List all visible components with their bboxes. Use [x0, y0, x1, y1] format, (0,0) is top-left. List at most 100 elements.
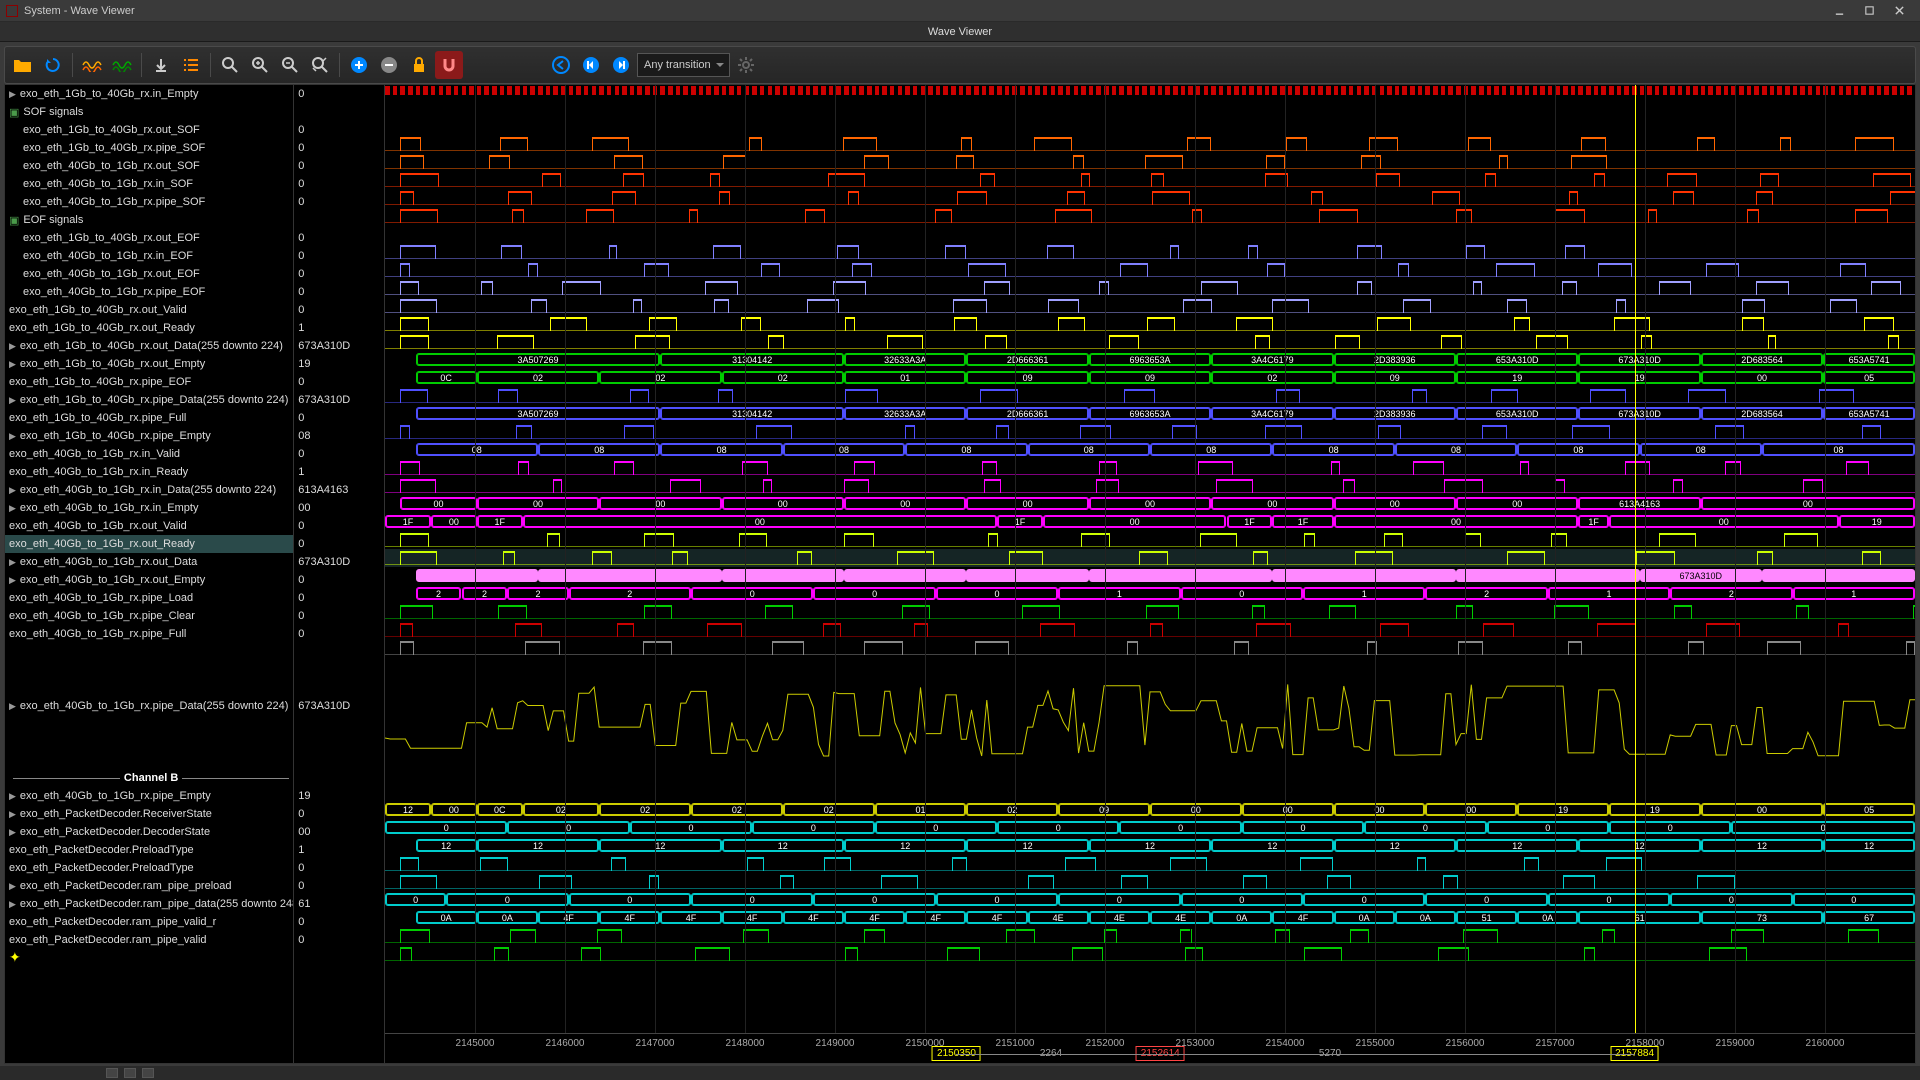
- waveform-row[interactable]: 12121212121212121212121212: [385, 837, 1915, 855]
- time-cursor[interactable]: [1635, 85, 1636, 1033]
- waveform-row[interactable]: [385, 189, 1915, 207]
- waveform-row[interactable]: [385, 927, 1915, 945]
- zoom-fit-button[interactable]: [306, 51, 334, 79]
- close-button[interactable]: [1884, 2, 1914, 20]
- zoom-out-button[interactable]: [276, 51, 304, 79]
- signal-row[interactable]: exo_eth_1Gb_to_40Gb_rx.out_EOF: [5, 229, 293, 247]
- waveform-row[interactable]: [385, 135, 1915, 153]
- waveform-row[interactable]: [385, 603, 1915, 621]
- signal-row[interactable]: exo_eth_1Gb_to_40Gb_rx.pipe_SOF: [5, 139, 293, 157]
- waveform-row[interactable]: [385, 261, 1915, 279]
- waveform-row[interactable]: 000000000000: [385, 819, 1915, 837]
- waveform-row[interactable]: [385, 153, 1915, 171]
- save-button[interactable]: [147, 51, 175, 79]
- waveform-row[interactable]: [385, 423, 1915, 441]
- signal-row[interactable]: exo_eth_PacketDecoder.ram_pipe_valid: [5, 931, 293, 949]
- signal-row[interactable]: exo_eth_1Gb_to_40Gb_rx.pipe_EOF: [5, 373, 293, 391]
- signal-row[interactable]: exo_eth_40Gb_to_1Gb_rx.pipe_Load: [5, 589, 293, 607]
- waveform-row[interactable]: 12000C020202020102090000000019190005: [385, 801, 1915, 819]
- signal-row[interactable]: ▶exo_eth_1Gb_to_40Gb_rx.pipe_Data(255 do…: [5, 391, 293, 409]
- waveform-row[interactable]: 0A0A4F4F4F4F4F4F4F4F4E4E4E0A4F0A0A510A61…: [385, 909, 1915, 927]
- signal-row[interactable]: exo_eth_1Gb_to_40Gb_rx.out_SOF: [5, 121, 293, 139]
- waveform-row[interactable]: 0000000000000: [385, 891, 1915, 909]
- signal-row[interactable]: exo_eth_40Gb_to_1Gb_rx.pipe_Clear: [5, 607, 293, 625]
- waveform-row[interactable]: 1F001F001F001F1F001F0019: [385, 513, 1915, 531]
- signal-names-column[interactable]: ▶exo_eth_1Gb_to_40Gb_rx.in_Empty▣SOF sig…: [5, 85, 294, 1063]
- signal-row[interactable]: ▶exo_eth_40Gb_to_1Gb_rx.out_Empty: [5, 571, 293, 589]
- waveform-row[interactable]: [385, 621, 1915, 639]
- waveform-row[interactable]: [385, 873, 1915, 891]
- minimize-button[interactable]: [1824, 2, 1854, 20]
- signal-row[interactable]: exo_eth_40Gb_to_1Gb_rx.pipe_SOF: [5, 193, 293, 211]
- remove-button[interactable]: [375, 51, 403, 79]
- waveform-row[interactable]: 22220001012121: [385, 585, 1915, 603]
- skip-next-button[interactable]: [607, 51, 635, 79]
- signal-row[interactable]: exo_eth_40Gb_to_1Gb_rx.out_Valid: [5, 517, 293, 535]
- signal-row[interactable]: exo_eth_PacketDecoder.PreloadType: [5, 841, 293, 859]
- signal-row[interactable]: ▶exo_eth_1Gb_to_40Gb_rx.pipe_Empty: [5, 427, 293, 445]
- zoom-in-button[interactable]: [246, 51, 274, 79]
- signal-row[interactable]: exo_eth_40Gb_to_1Gb_rx.pipe_Full: [5, 625, 293, 643]
- waveform-row[interactable]: [385, 639, 1915, 657]
- waveform-row[interactable]: [385, 765, 1915, 783]
- signal-row[interactable]: exo_eth_1Gb_to_40Gb_rx.out_Valid: [5, 301, 293, 319]
- waveform-row[interactable]: [385, 675, 1915, 765]
- waveform-row[interactable]: [385, 315, 1915, 333]
- waveform-row[interactable]: [385, 549, 1915, 567]
- waveform-row[interactable]: 0C020202010909020919190005: [385, 369, 1915, 387]
- waveform-row[interactable]: [385, 945, 1915, 963]
- signal-row[interactable]: exo_eth_1Gb_to_40Gb_rx.out_Ready: [5, 319, 293, 337]
- signal-row[interactable]: exo_eth_1Gb_to_40Gb_rx.pipe_Full: [5, 409, 293, 427]
- waveform-row[interactable]: [385, 477, 1915, 495]
- signal-row[interactable]: exo_eth_40Gb_to_1Gb_rx.out_EOF: [5, 265, 293, 283]
- waveform-row[interactable]: [385, 117, 1915, 135]
- wave-style-1-button[interactable]: [78, 51, 106, 79]
- signal-row[interactable]: [5, 643, 293, 661]
- signal-row[interactable]: ▶exo_eth_PacketDecoder.DecoderState: [5, 823, 293, 841]
- lock-button[interactable]: [405, 51, 433, 79]
- skip-prev-button[interactable]: [577, 51, 605, 79]
- signal-row[interactable]: exo_eth_PacketDecoder.ram_pipe_valid_r: [5, 913, 293, 931]
- waveform-row[interactable]: [385, 387, 1915, 405]
- list-button[interactable]: [177, 51, 205, 79]
- waveform-row[interactable]: [385, 279, 1915, 297]
- signal-row[interactable]: exo_eth_40Gb_to_1Gb_rx.out_Ready: [5, 535, 293, 553]
- add-button[interactable]: [345, 51, 373, 79]
- signal-row[interactable]: ▶exo_eth_PacketDecoder.ReceiverState: [5, 805, 293, 823]
- waveform-row[interactable]: [385, 333, 1915, 351]
- signal-row[interactable]: ▶exo_eth_40Gb_to_1Gb_rx.in_Data(255 down…: [5, 481, 293, 499]
- signal-row[interactable]: ▣SOF signals: [5, 103, 293, 121]
- waveform-row[interactable]: 673A310D: [385, 567, 1915, 585]
- waveform-row[interactable]: [385, 459, 1915, 477]
- signal-row[interactable]: exo_eth_40Gb_to_1Gb_rx.in_Valid: [5, 445, 293, 463]
- signal-row[interactable]: exo_eth_40Gb_to_1Gb_rx.out_SOF: [5, 157, 293, 175]
- signal-row[interactable]: ▶exo_eth_1Gb_to_40Gb_rx.out_Empty: [5, 355, 293, 373]
- waveform-row[interactable]: 080808080808080808080808: [385, 441, 1915, 459]
- open-button[interactable]: [9, 51, 37, 79]
- signal-row[interactable]: ▶exo_eth_PacketDecoder.ram_pipe_preload: [5, 877, 293, 895]
- waveform-row[interactable]: 3A5072693130414232633A3A2D6663616963653A…: [385, 405, 1915, 423]
- signal-row[interactable]: ▶exo_eth_PacketDecoder.ram_pipe_data(255…: [5, 895, 293, 913]
- zoom-button[interactable]: [216, 51, 244, 79]
- waveform-row[interactable]: [385, 225, 1915, 243]
- signal-row[interactable]: exo_eth_40Gb_to_1Gb_rx.in_SOF: [5, 175, 293, 193]
- signal-row[interactable]: ▶exo_eth_1Gb_to_40Gb_rx.in_Empty: [5, 85, 293, 103]
- reload-button[interactable]: [39, 51, 67, 79]
- signal-row[interactable]: ▶exo_eth_40Gb_to_1Gb_rx.pipe_Empty: [5, 787, 293, 805]
- signal-row[interactable]: ▶exo_eth_40Gb_to_1Gb_rx.pipe_Data(255 do…: [5, 661, 293, 751]
- wave-style-2-button[interactable]: [108, 51, 136, 79]
- signal-row[interactable]: exo_eth_40Gb_to_1Gb_rx.in_EOF: [5, 247, 293, 265]
- signal-row[interactable]: exo_eth_40Gb_to_1Gb_rx.in_Ready: [5, 463, 293, 481]
- waveform-row[interactable]: 3A5072693130414232633A3A2D6663616963653A…: [385, 351, 1915, 369]
- settings-button[interactable]: [732, 51, 760, 79]
- waveform-row[interactable]: [385, 99, 1915, 117]
- time-ruler[interactable]: 2145000214600021470002148000214900021500…: [385, 1033, 1915, 1063]
- waveform-row[interactable]: [385, 171, 1915, 189]
- waveform-row[interactable]: [385, 657, 1915, 675]
- transition-select[interactable]: Any transition: [637, 53, 730, 77]
- signal-row[interactable]: [5, 751, 293, 769]
- waveform-row[interactable]: [385, 783, 1915, 801]
- signal-row[interactable]: ▶exo_eth_40Gb_to_1Gb_rx.in_Empty: [5, 499, 293, 517]
- waveform-row[interactable]: [385, 207, 1915, 225]
- maximize-button[interactable]: [1854, 2, 1884, 20]
